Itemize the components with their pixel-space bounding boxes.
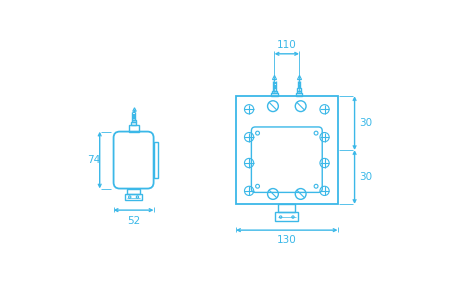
Bar — [296, 94, 302, 96]
Bar — [297, 91, 301, 94]
Text: 30: 30 — [359, 118, 372, 128]
Bar — [272, 94, 278, 96]
Bar — [131, 122, 136, 125]
Text: 74: 74 — [87, 155, 100, 165]
Bar — [132, 120, 136, 122]
Bar — [275, 212, 298, 221]
Bar — [154, 142, 158, 178]
Bar — [272, 91, 277, 94]
Bar — [297, 88, 301, 91]
Bar — [128, 189, 140, 194]
Bar — [273, 88, 276, 91]
Bar — [125, 194, 142, 200]
Text: 52: 52 — [127, 215, 140, 226]
Text: 30: 30 — [359, 172, 372, 182]
Bar — [132, 118, 135, 120]
Text: 110: 110 — [277, 40, 297, 50]
Bar — [128, 125, 138, 132]
Bar — [278, 204, 295, 212]
Bar — [236, 96, 337, 204]
Text: 130: 130 — [277, 235, 297, 245]
